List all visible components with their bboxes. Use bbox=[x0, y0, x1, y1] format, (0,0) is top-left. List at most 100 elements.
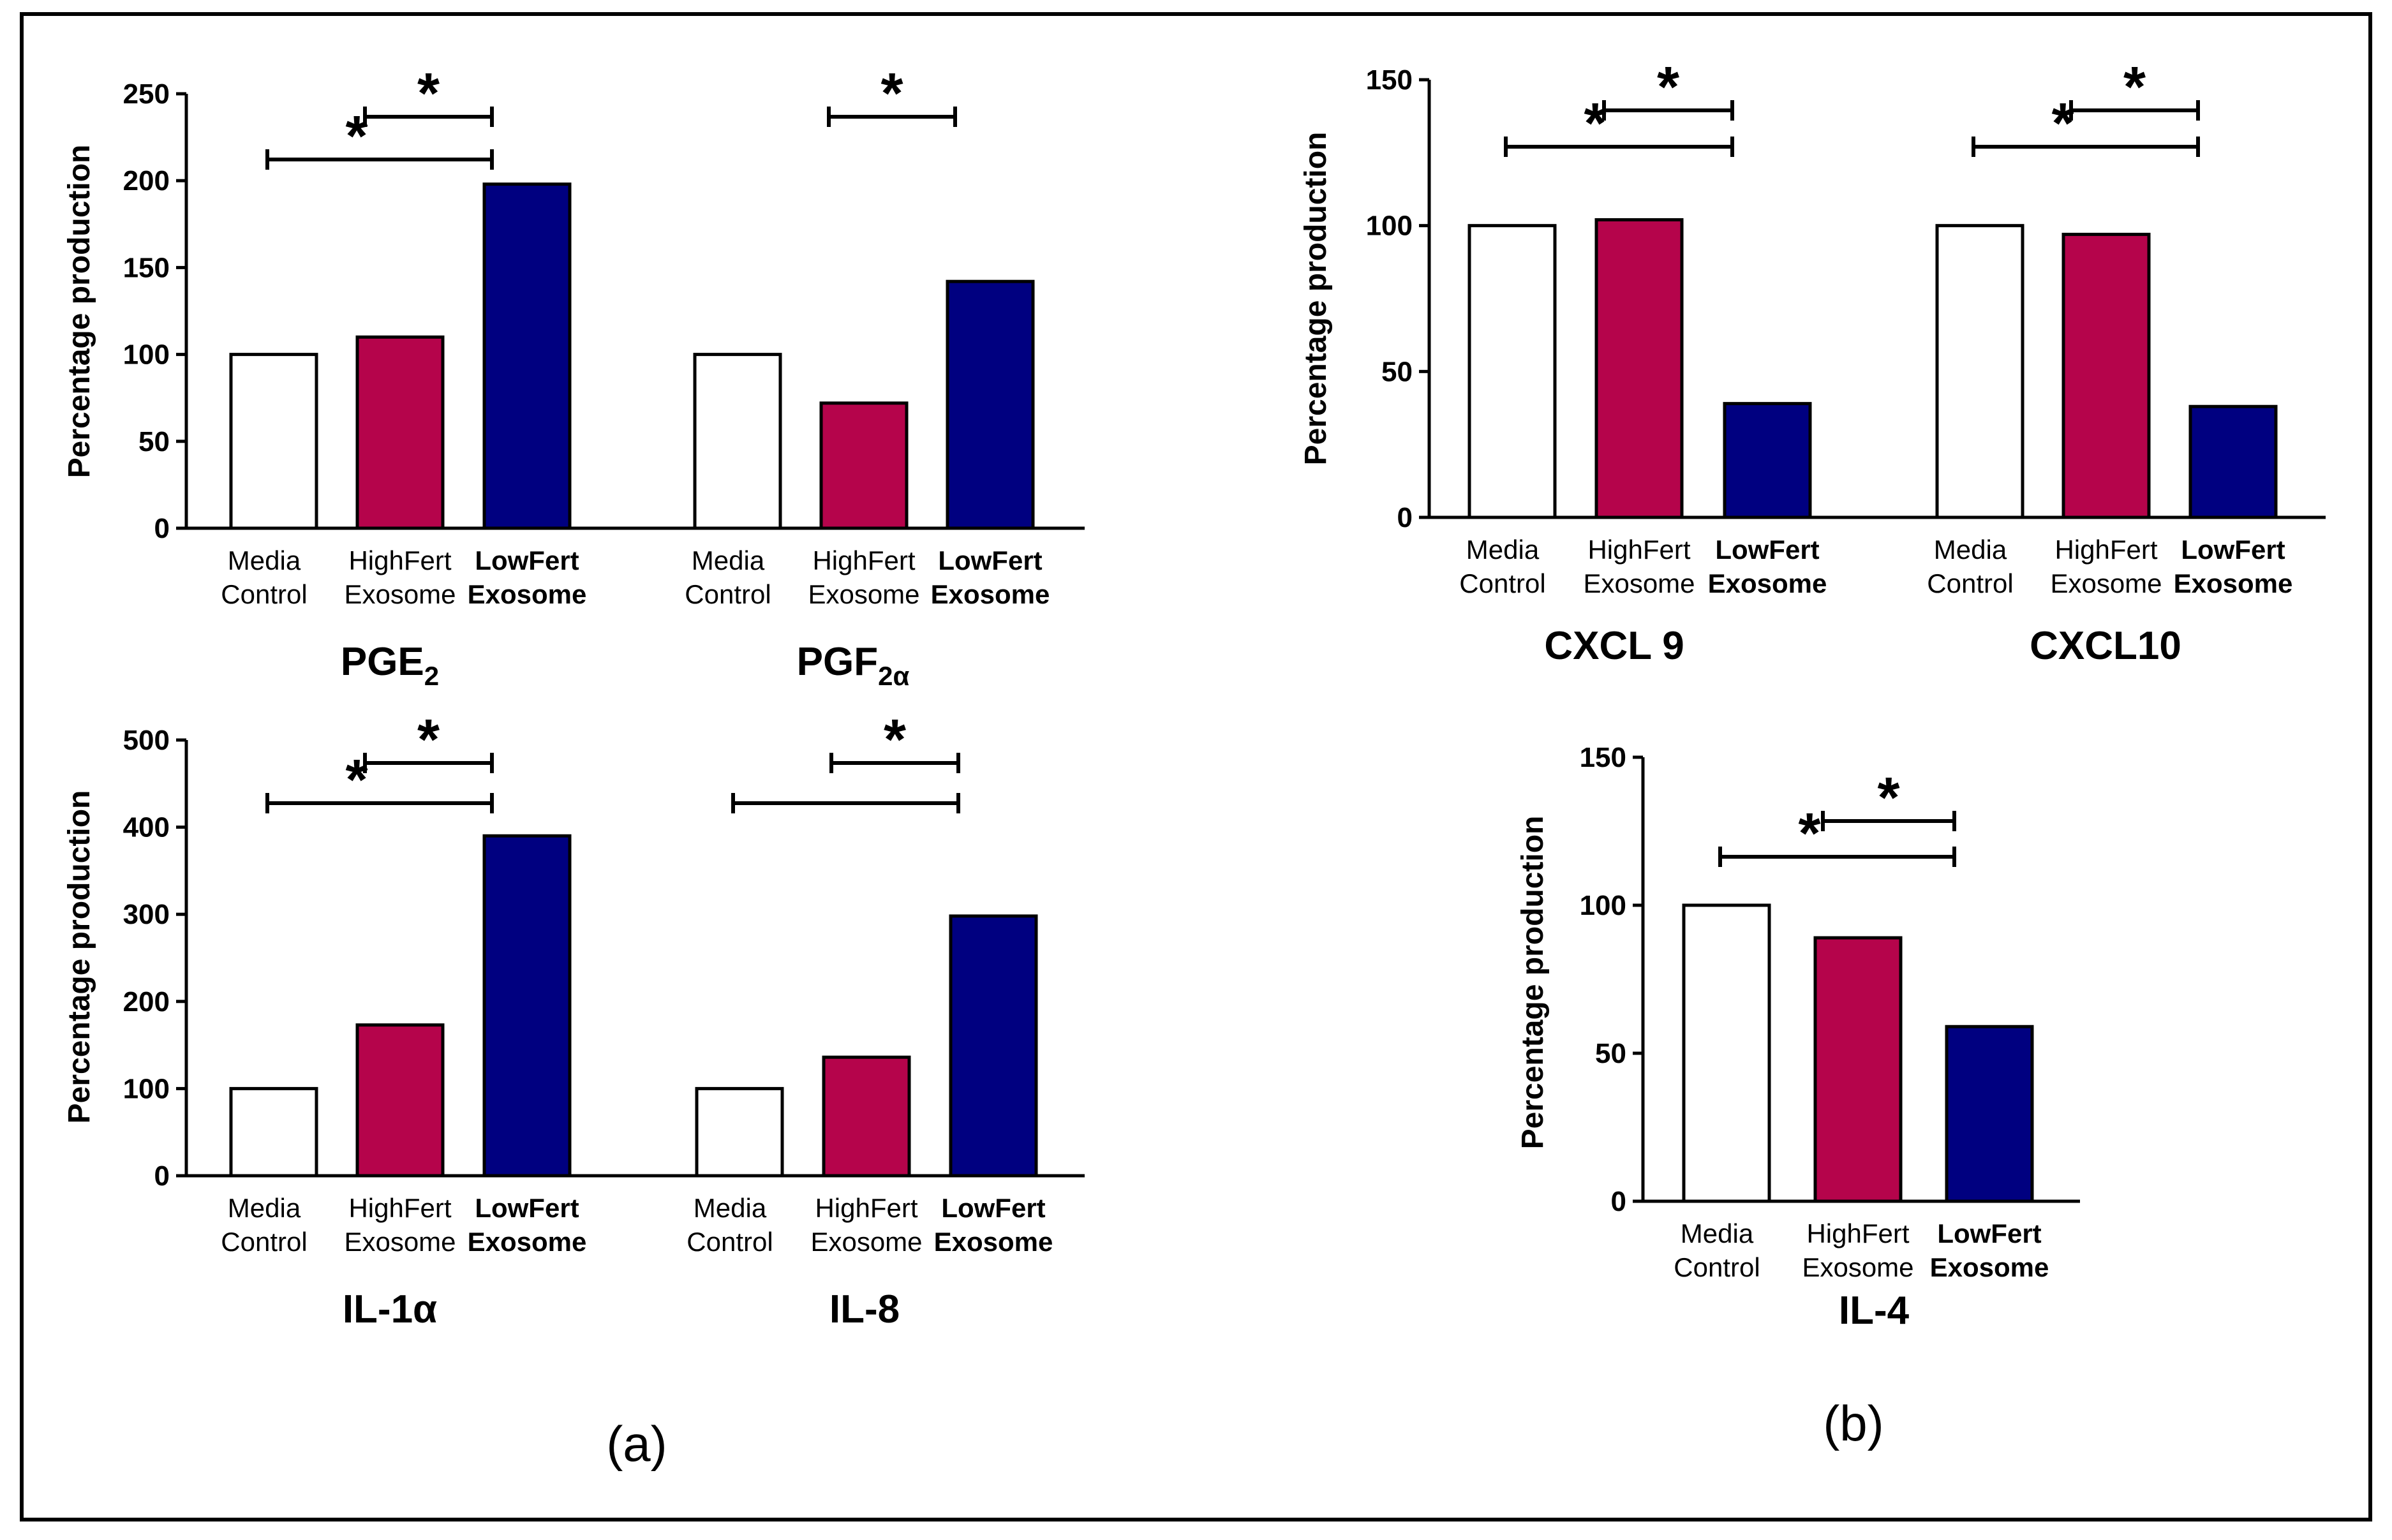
significance-star: * bbox=[1877, 766, 1899, 830]
category-label: HighFert bbox=[1806, 1218, 1909, 1248]
category-label: LowFert bbox=[1715, 535, 1819, 565]
y-axis-title: Percentage production bbox=[1299, 132, 1333, 466]
category-label: Exosome bbox=[468, 579, 587, 609]
y-tick-label: 0 bbox=[1397, 502, 1413, 533]
category-label: Exosome bbox=[1708, 568, 1827, 598]
category-label: LowFert bbox=[941, 1193, 1045, 1223]
y-tick-label: 200 bbox=[123, 986, 170, 1018]
category-label: Control bbox=[1459, 568, 1545, 598]
group-label: PGE2 bbox=[341, 640, 439, 691]
category-label: LowFert bbox=[475, 545, 579, 575]
y-tick-label: 150 bbox=[1366, 64, 1413, 96]
category-label: Exosome bbox=[468, 1227, 587, 1257]
category-label: Exosome bbox=[931, 579, 1050, 609]
group-label: IL-1α bbox=[343, 1287, 437, 1331]
y-tick-label: 100 bbox=[123, 339, 170, 371]
category-label: Exosome bbox=[344, 1227, 456, 1257]
bar-lowfert-exosome bbox=[1723, 402, 1812, 519]
y-tick-label: 100 bbox=[1580, 890, 1626, 921]
bar-highfert-exosome bbox=[1594, 218, 1684, 519]
category-label: Media bbox=[692, 545, 765, 575]
bar-lowfert-exosome bbox=[482, 182, 572, 530]
category-label: LowFert bbox=[2181, 535, 2285, 565]
bar-media-control bbox=[1682, 903, 1771, 1203]
bar-highfert-exosome bbox=[819, 401, 909, 530]
category-label: Exosome bbox=[344, 579, 456, 609]
bar-highfert-exosome bbox=[1813, 936, 1903, 1203]
significance-star: * bbox=[1657, 56, 1679, 119]
category-label: Media bbox=[228, 545, 301, 575]
y-axis-title: Percentage production bbox=[63, 145, 96, 478]
category-label: Exosome bbox=[934, 1227, 1053, 1257]
category-label: LowFert bbox=[1937, 1218, 2041, 1248]
category-label: LowFert bbox=[938, 545, 1042, 575]
bar-media-control bbox=[695, 1086, 784, 1178]
significance-star: * bbox=[880, 62, 903, 126]
category-label: Control bbox=[1674, 1252, 1760, 1282]
y-tick-label: 0 bbox=[1611, 1186, 1626, 1217]
bar-lowfert-exosome bbox=[949, 914, 1038, 1178]
category-label: HighFert bbox=[348, 545, 451, 575]
category-label: Exosome bbox=[808, 579, 919, 609]
bar-highfert-exosome bbox=[822, 1055, 911, 1178]
category-label: Exosome bbox=[1930, 1252, 2049, 1282]
category-label: Media bbox=[228, 1193, 301, 1223]
category-label: HighFert bbox=[812, 545, 915, 575]
category-label: HighFert bbox=[1587, 535, 1690, 565]
y-tick-label: 50 bbox=[1595, 1038, 1626, 1069]
category-label: HighFert bbox=[348, 1193, 451, 1223]
y-axis-title: Percentage production bbox=[1516, 816, 1550, 1150]
group-label: CXCL 9 bbox=[1544, 624, 1684, 668]
y-tick-label: 50 bbox=[138, 426, 170, 457]
y-tick-label: 300 bbox=[123, 899, 170, 930]
bar-highfert-exosome bbox=[355, 335, 445, 530]
category-label: Media bbox=[1681, 1218, 1754, 1248]
category-label: Exosome bbox=[1583, 568, 1695, 598]
category-label: LowFert bbox=[475, 1193, 579, 1223]
category-label: Exosome bbox=[2050, 568, 2162, 598]
significance-star: * bbox=[884, 708, 906, 772]
group-label: PGF2α bbox=[797, 640, 910, 691]
y-tick-label: 150 bbox=[1580, 742, 1626, 773]
y-tick-label: 200 bbox=[123, 165, 170, 196]
panel-label-b: (b) bbox=[1823, 1395, 1883, 1451]
category-label: HighFert bbox=[2054, 535, 2157, 565]
bar-highfert-exosome bbox=[355, 1023, 445, 1178]
bar-lowfert-exosome bbox=[2188, 404, 2278, 519]
chart-1: 0 50 100 150 200 250 Percentage production Medi… bbox=[63, 62, 1085, 691]
significance-star: * bbox=[2123, 56, 2146, 119]
category-label: Control bbox=[221, 579, 307, 609]
y-tick-label: 100 bbox=[1366, 211, 1413, 242]
bar-media-control bbox=[229, 353, 318, 530]
y-tick-label: 500 bbox=[123, 725, 170, 756]
significance-star: * bbox=[417, 62, 440, 126]
group-label-subscript: 2α bbox=[878, 661, 909, 691]
category-label: Media bbox=[694, 1193, 767, 1223]
bar-lowfert-exosome bbox=[482, 834, 572, 1178]
y-tick-label: 0 bbox=[154, 1160, 170, 1192]
category-label: Control bbox=[685, 579, 771, 609]
panel-label-a: (a) bbox=[606, 1416, 667, 1472]
y-tick-label: 400 bbox=[123, 812, 170, 843]
category-label: Exosome bbox=[1802, 1252, 1913, 1282]
chart-4: 0 50 100 150 Percentage production Media Contr… bbox=[1516, 742, 2080, 1333]
bar-highfert-exosome bbox=[2061, 232, 2151, 519]
group-label: CXCL10 bbox=[2030, 624, 2181, 668]
group-label-subscript: 2 bbox=[424, 661, 439, 691]
category-label: Control bbox=[687, 1227, 773, 1257]
bar-lowfert-exosome bbox=[946, 279, 1035, 530]
bar-lowfert-exosome bbox=[1945, 1025, 2034, 1203]
category-label: Control bbox=[1927, 568, 2013, 598]
chart-2: 0 100 200 300 400 500 Percentage production Med… bbox=[63, 708, 1085, 1331]
y-axis-title: Percentage production bbox=[63, 790, 96, 1124]
category-label: Media bbox=[1466, 535, 1540, 565]
group-label: IL-4 bbox=[1839, 1289, 1910, 1333]
y-tick-label: 150 bbox=[123, 252, 170, 283]
bar-media-control bbox=[1935, 224, 2024, 519]
y-tick-label: 250 bbox=[123, 78, 170, 110]
bar-media-control bbox=[229, 1086, 318, 1178]
category-label: Exosome bbox=[810, 1227, 922, 1257]
bar-media-control bbox=[693, 353, 782, 530]
y-tick-label: 0 bbox=[154, 513, 170, 544]
